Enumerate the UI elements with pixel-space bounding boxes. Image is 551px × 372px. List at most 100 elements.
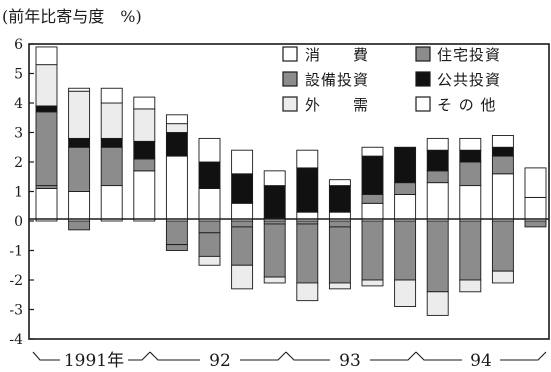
bar-segment-housing <box>361 193 384 204</box>
bar-segment-housing <box>68 220 91 231</box>
bar-segment-consumption <box>100 185 123 222</box>
bar-segment-consumption <box>491 173 514 222</box>
x-axis-brackets <box>32 351 547 361</box>
legend-swatch-public <box>415 71 431 87</box>
bar-segment-equipment <box>198 232 221 257</box>
year-label-1992: 92 <box>209 351 231 371</box>
year-bracket-1992-end <box>240 351 287 361</box>
bar-segment-housing <box>231 220 254 228</box>
bar-segment-other <box>361 146 384 157</box>
year-bracket-1993 <box>285 351 330 361</box>
y-tick-label: 6 <box>14 37 23 53</box>
legend-swatch-consumption <box>282 46 298 62</box>
bar-segment-consumption <box>198 188 221 222</box>
bar-segment-equipment <box>426 220 449 293</box>
y-tick-label: -2 <box>9 273 23 289</box>
bar-segment-public <box>459 149 482 163</box>
bar-segment-equipment <box>394 220 417 281</box>
bar-segment-public <box>296 167 319 213</box>
bar-segment-external <box>394 279 417 307</box>
y-axis: 6 5 4 3 2 1 0 -1 -2 -3 -4 <box>9 37 34 348</box>
bar-segment-other <box>426 137 449 151</box>
bar-segment-external <box>231 264 254 290</box>
bar-segment-equipment <box>459 220 482 281</box>
bar-segment-other <box>263 170 286 187</box>
bar-segment-other <box>491 134 514 148</box>
bar-segment-equipment <box>361 220 384 281</box>
y-tick-label: 5 <box>14 67 23 83</box>
legend-label-public: 公共投資 <box>437 71 501 89</box>
year-bracket-1991 <box>32 351 60 361</box>
legend-label-equipment: 設備投資 <box>305 71 369 89</box>
bar-segment-equipment <box>524 220 547 228</box>
bar-segment-other <box>459 137 482 151</box>
year-bracket-1993-end <box>370 351 417 361</box>
bar-segment-external <box>133 108 156 142</box>
bar-segment-other <box>68 87 91 92</box>
bar-segment-external <box>263 276 286 284</box>
bar-segment-external <box>361 279 384 287</box>
bar-segment-public <box>100 137 123 148</box>
year-bracket-1994-end <box>500 351 547 361</box>
bar-segment-other <box>296 149 319 169</box>
bar-segment-other <box>100 87 123 104</box>
bar-segment-equipment <box>100 146 123 187</box>
plot-frame <box>28 43 550 340</box>
bar-segment-consumption <box>133 170 156 222</box>
bar-segment-public <box>394 146 417 184</box>
bar-segment-external <box>68 90 91 139</box>
y-tick-label: 1 <box>14 185 23 201</box>
legend-label-housing: 住宅投資 <box>437 46 501 64</box>
bar-segment-equipment <box>296 223 319 284</box>
legend-label-other: そ の 他 <box>437 96 497 114</box>
bar-segment-equipment <box>68 146 91 192</box>
legend-swatch-equipment <box>282 71 298 87</box>
bar-segment-public <box>491 146 514 157</box>
y-tick-label: -4 <box>9 332 23 348</box>
y-tick-label: 4 <box>14 96 23 112</box>
y-tick-label: 0 <box>14 214 23 230</box>
bar-segment-public <box>68 137 91 148</box>
bar-segment-equipment <box>165 244 188 251</box>
bar-segment-consumption <box>394 193 417 222</box>
bar-segment-other <box>524 167 547 198</box>
bars <box>35 46 547 316</box>
year-label-1994: 94 <box>470 351 492 371</box>
bar-segment-external <box>35 64 58 107</box>
legend: 消 費 住宅投資 設備投資 公共投資 外 需 そ の 他 <box>282 46 501 114</box>
legend-swatch-housing <box>415 46 431 62</box>
y-tick-label: -1 <box>9 244 23 260</box>
bar-segment-other <box>231 149 254 175</box>
bar-segment-housing <box>133 158 156 172</box>
bar-segment-other <box>198 137 221 163</box>
bar-segment-housing <box>165 220 188 246</box>
bar-segment-housing <box>491 155 514 175</box>
bar-segment-public <box>263 185 286 219</box>
bar-segment-consumption <box>35 188 58 222</box>
bar-segment-public <box>165 132 188 157</box>
bar-segment-equipment <box>263 223 286 278</box>
bar-segment-consumption <box>426 182 449 222</box>
bar-segment-other <box>328 179 351 187</box>
bar-segment-housing <box>426 170 449 184</box>
bar-segment-external <box>296 282 319 302</box>
bar-segment-external <box>198 255 221 266</box>
bar-segment-consumption <box>459 185 482 222</box>
year-bracket-1992 <box>149 351 200 361</box>
legend-swatch-other <box>415 96 431 112</box>
bar-segment-other <box>133 96 156 110</box>
year-bracket-1994 <box>415 351 462 361</box>
bar-segment-other <box>165 114 188 125</box>
legend-swatch-external <box>282 96 298 112</box>
bar-segment-equipment <box>328 226 351 284</box>
bar-segment-housing <box>198 220 221 234</box>
year-label-1991: 1991年 <box>64 351 124 371</box>
bar-segment-equipment <box>231 226 254 266</box>
bar-segment-consumption <box>68 191 91 222</box>
bar-segment-public <box>35 105 58 113</box>
bar-segment-external <box>491 270 514 284</box>
legend-label-consumption: 消 費 <box>305 46 369 64</box>
legend-label-external: 外 需 <box>305 96 369 114</box>
bar-segment-external <box>328 282 351 290</box>
